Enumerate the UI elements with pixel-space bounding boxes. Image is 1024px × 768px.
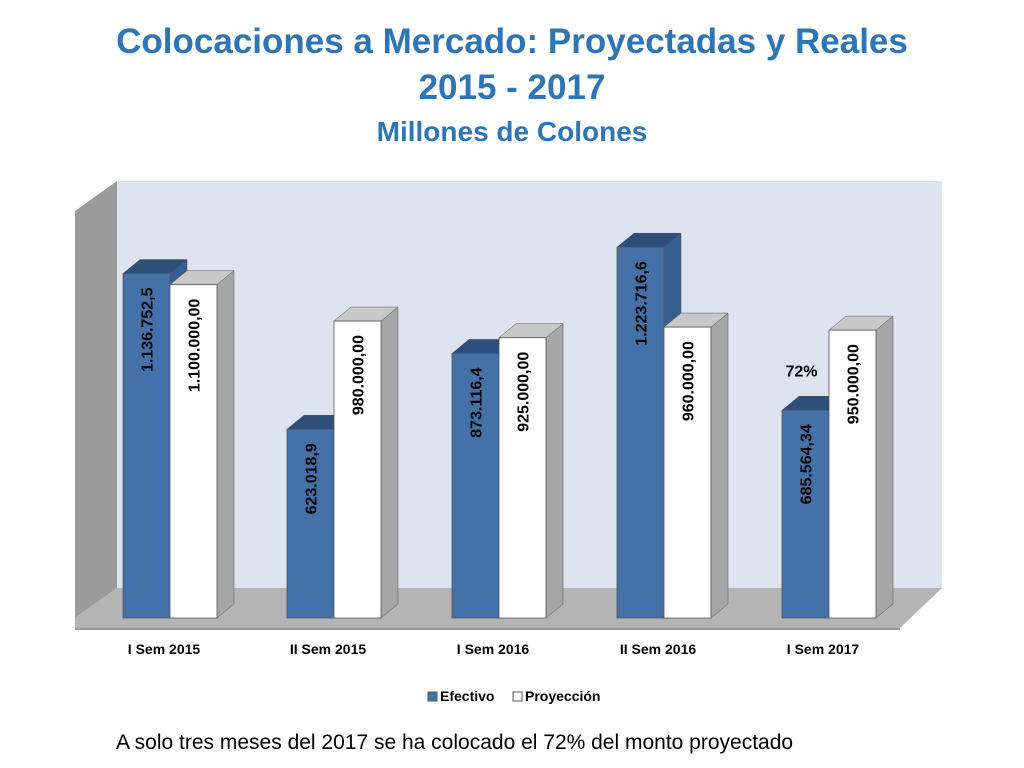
bar-side-proyección-0	[216, 270, 235, 619]
bar-proyección-2	[498, 337, 547, 619]
floor-edge	[75, 628, 900, 630]
data-label-efectivo-0: 1.136.752,5	[140, 287, 157, 372]
chart-category-labels: I Sem 2015 II Sem 2015 I Sem 2016 II Sem 20…	[128, 641, 860, 657]
category-label-1: II Sem 2015	[290, 641, 366, 657]
chart-title-years: 2015 - 2017	[418, 68, 606, 107]
bar-proyección-4	[828, 329, 877, 619]
bar-side-proyección-3	[710, 312, 729, 619]
bar-efectivo-2	[451, 353, 500, 619]
category-label-0: I Sem 2015	[128, 641, 201, 657]
category-label-4: I Sem 2017	[787, 641, 860, 657]
bar-chart: 1.136.752,5 1.100.000,00 623.018,9 980.000,…	[75, 181, 942, 704]
legend-label-proyección: Proyección	[525, 688, 600, 704]
data-label-proyección-0: 1.100.000,00	[187, 299, 204, 393]
chart-title: Colocaciones a Mercado: Proyectadas y Re…	[116, 22, 908, 61]
chart-legend: Efectivo Proyección	[427, 688, 600, 704]
side-wall	[75, 181, 117, 618]
data-label-proyección-4: 950.000,00	[846, 344, 863, 424]
data-label-proyección-1: 980.000,00	[351, 335, 368, 415]
category-label-2: I Sem 2016	[457, 641, 530, 657]
bar-proyección-0	[169, 284, 218, 619]
bar-proyección-3	[663, 326, 712, 619]
legend-swatch-efectivo	[427, 691, 438, 702]
bar-side-proyección-1	[380, 306, 399, 619]
footnote: A solo tres meses del 2017 se ha colocad…	[116, 731, 794, 754]
bar-side-proyección-2	[545, 323, 564, 619]
legend-label-efectivo: Efectivo	[440, 688, 494, 704]
chart-bars	[122, 232, 894, 619]
category-label-3: II Sem 2016	[620, 641, 696, 657]
chart-subtitle: Millones de Colones	[376, 116, 648, 147]
chart-value-labels: 1.136.752,5 1.100.000,00 623.018,9 980.000,…	[140, 261, 863, 514]
annotation-0: 72%	[785, 363, 817, 380]
bar-efectivo-4	[781, 409, 830, 619]
data-label-efectivo-3: 1.223.716,6	[634, 261, 651, 346]
bar-side-proyección-4	[875, 315, 894, 619]
bar-proyección-1	[333, 320, 382, 619]
legend-swatch-proyección	[512, 691, 523, 702]
bar-efectivo-1	[286, 428, 335, 619]
data-label-efectivo-4: 685.564,34	[799, 424, 816, 504]
data-label-proyección-3: 960.000,00	[681, 341, 698, 421]
data-label-efectivo-1: 623.018,9	[304, 443, 321, 514]
data-label-efectivo-2: 873.116,4	[469, 367, 486, 437]
data-label-proyección-2: 925.000,00	[516, 352, 533, 432]
bar-efectivo-3	[616, 246, 665, 619]
